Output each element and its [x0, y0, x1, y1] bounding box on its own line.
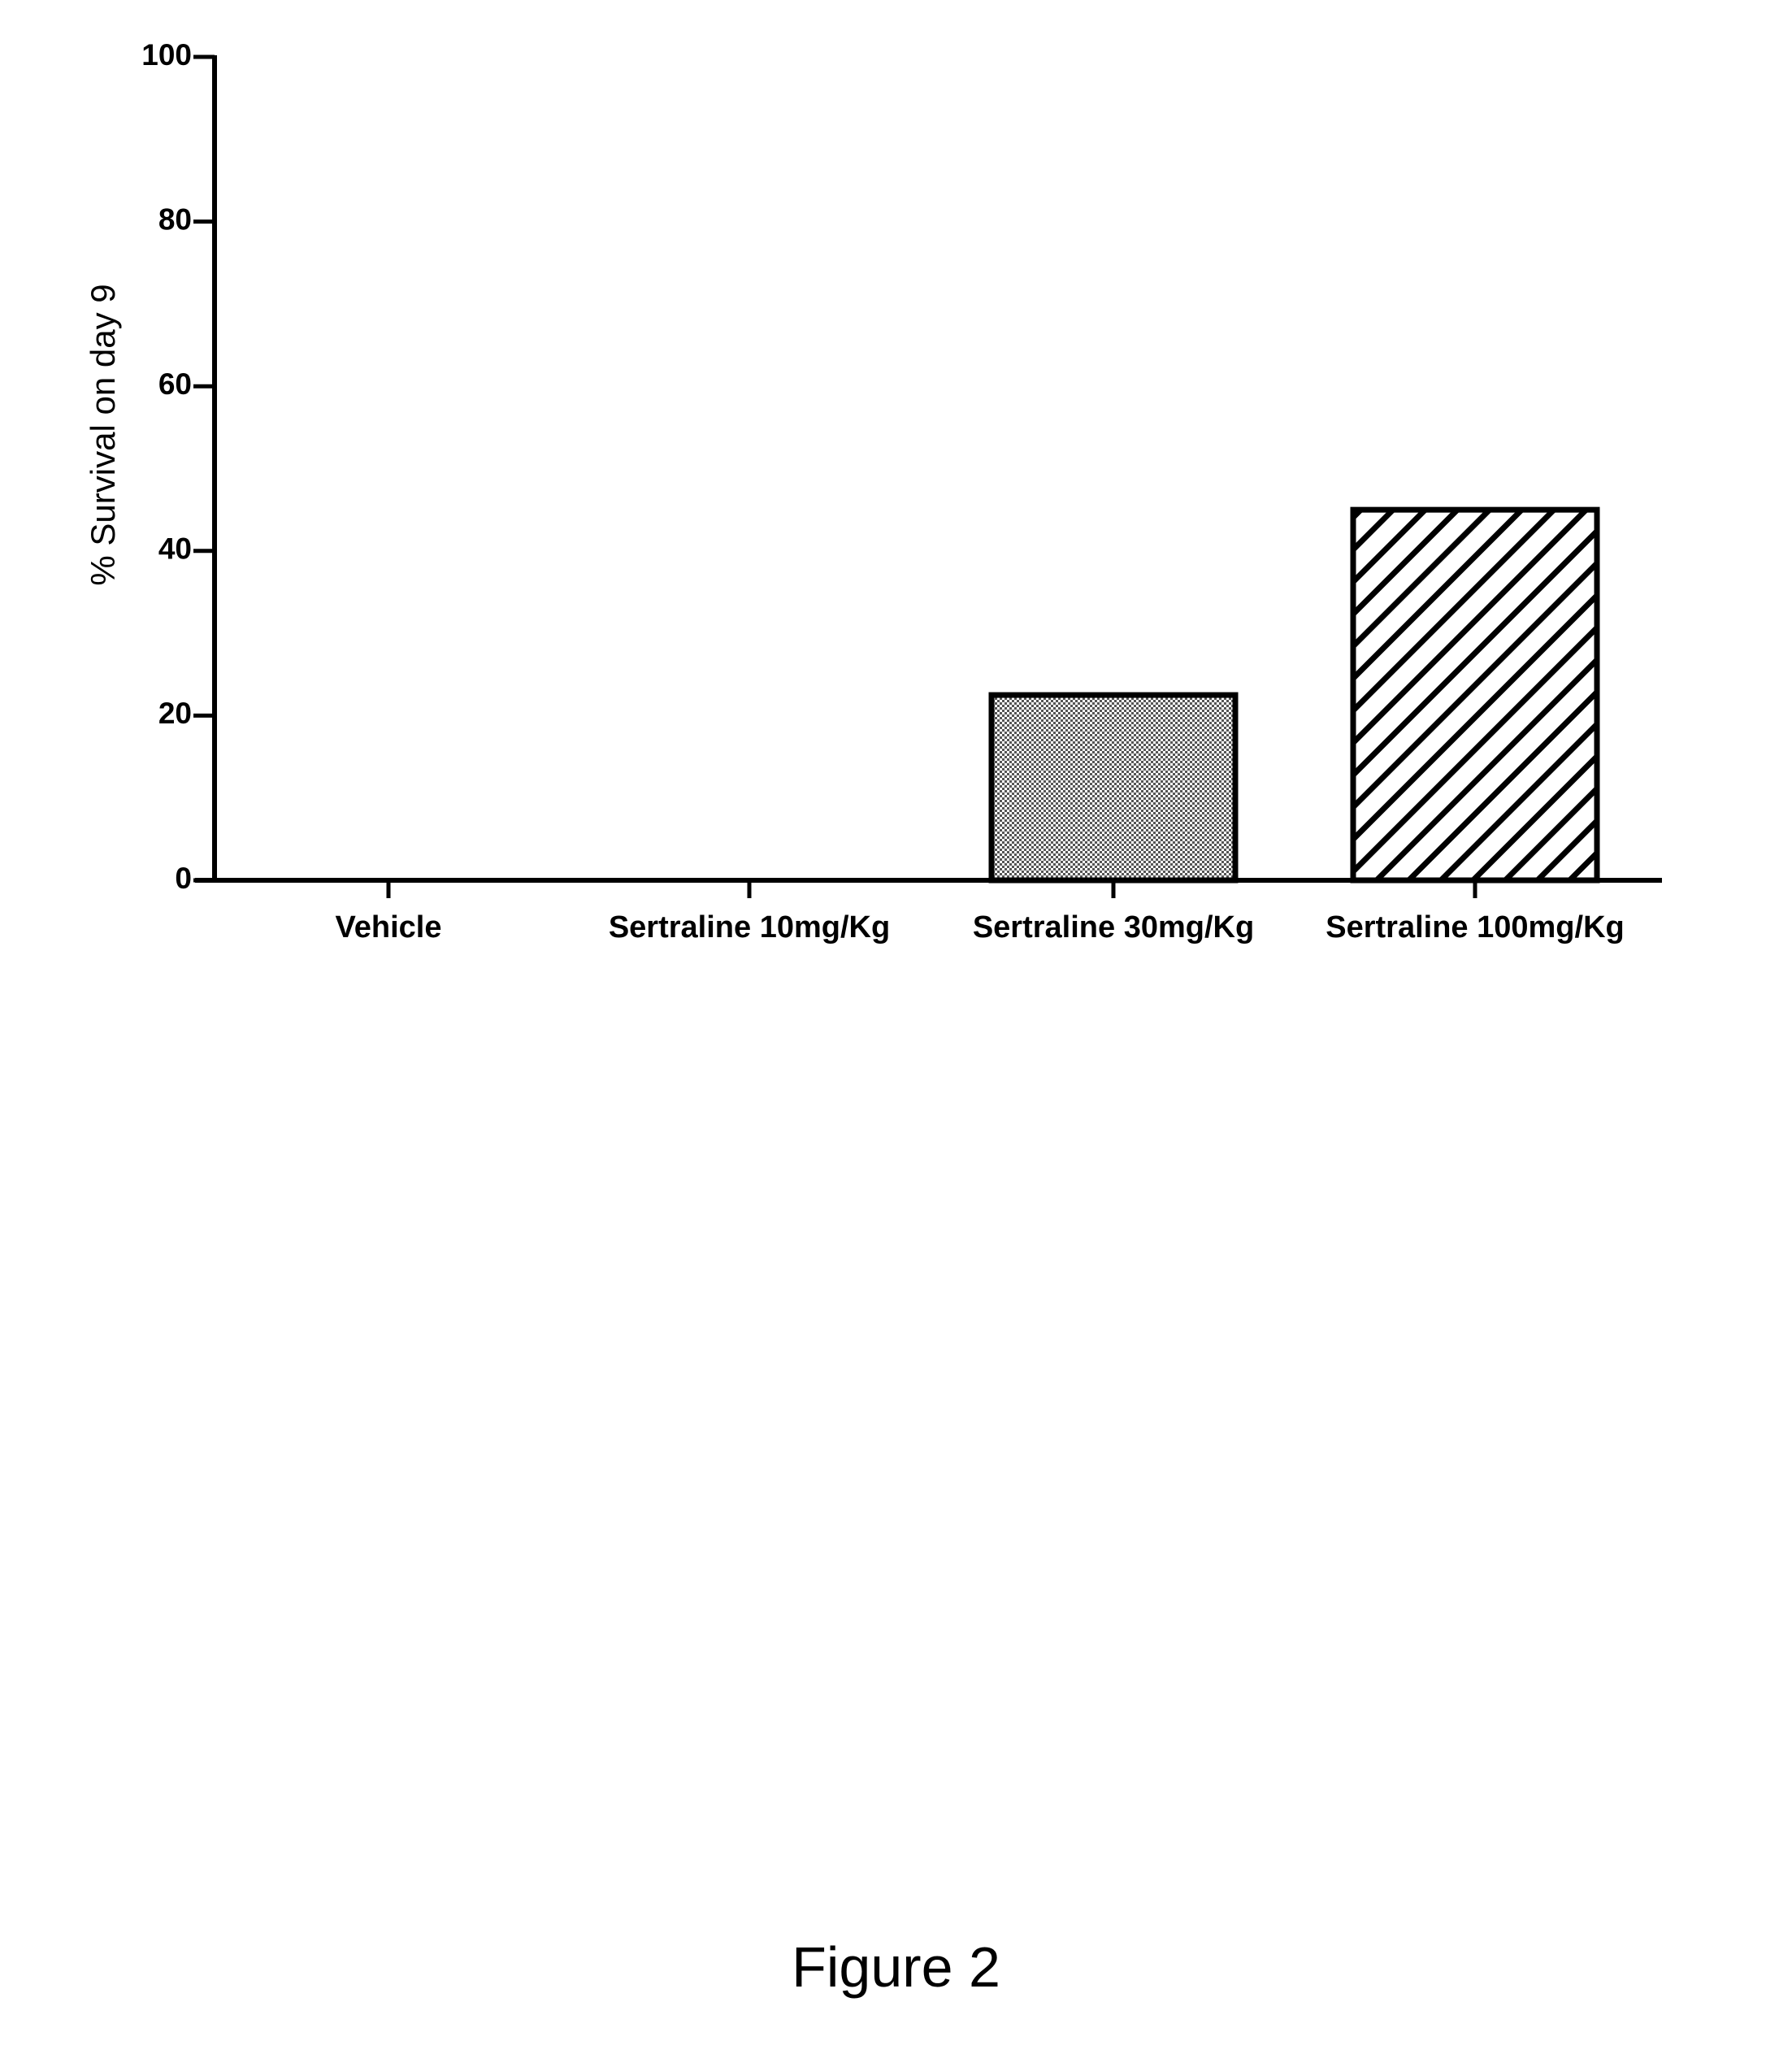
- bar-3: [988, 692, 1239, 884]
- y-tick-label: 0: [175, 862, 192, 895]
- x-category-label: Sertraline 10mg/Kg: [609, 910, 890, 944]
- y-tick-label: 80: [158, 202, 192, 236]
- x-category-label: Sertraline 100mg/Kg: [1326, 910, 1624, 944]
- y-tick-label: 60: [158, 367, 192, 401]
- bar-4: [1350, 506, 1600, 884]
- y-axis-title: % Survival on day 9: [84, 284, 122, 585]
- x-category-label: Vehicle: [336, 910, 442, 944]
- y-tick-label: 20: [158, 697, 192, 730]
- y-tick-label: 40: [158, 532, 192, 566]
- y-tick-label: 100: [141, 38, 192, 72]
- figure-caption: Figure 2: [792, 1935, 1000, 1999]
- x-category-label: Sertraline 30mg/Kg: [973, 910, 1254, 944]
